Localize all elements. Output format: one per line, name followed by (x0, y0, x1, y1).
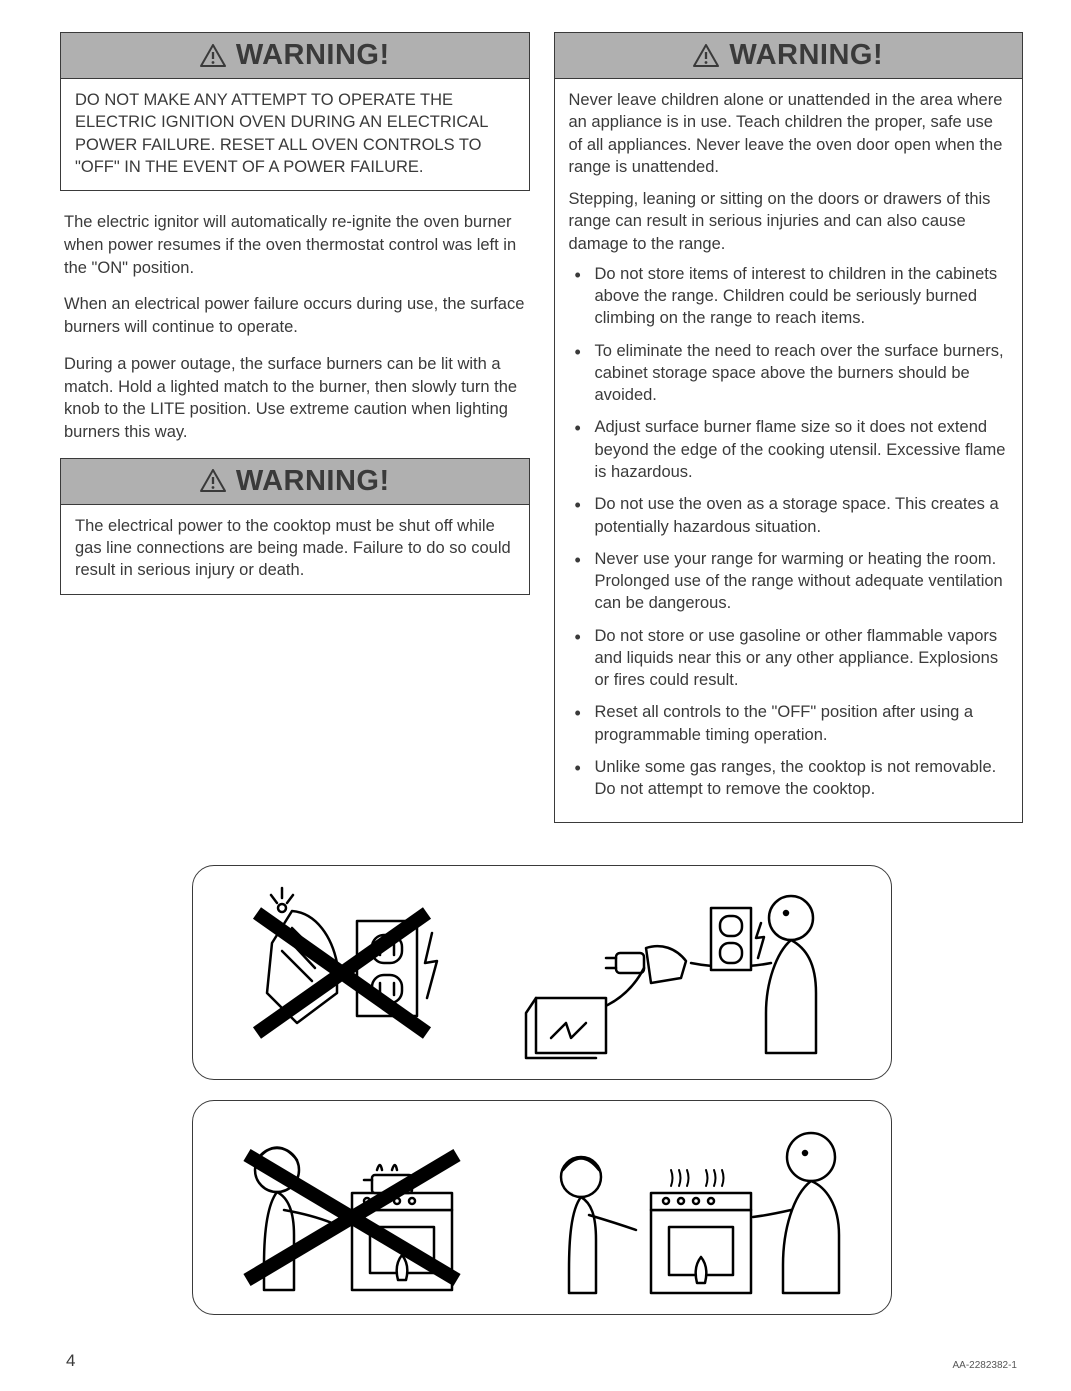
document-code: AA-2282382-1 (953, 1360, 1018, 1371)
supervised-child-icon (521, 1115, 861, 1300)
paragraph-surface-burners: When an electrical power failure occurs … (60, 293, 530, 339)
child-alone-crossed-icon (222, 1115, 502, 1300)
illustration-frame (192, 865, 892, 1080)
illustration-row-1 (60, 865, 1023, 1080)
bullet-item: Do not store or use gasoline or other fl… (569, 625, 1009, 692)
warning-title: WARNING! (729, 39, 883, 72)
bullet-item: To eliminate the need to reach over the … (569, 340, 1009, 407)
bullet-item: Do not store items of interest to childr… (569, 263, 1009, 330)
illustration-row-2 (60, 1100, 1023, 1315)
paragraph-reignite: The electric ignitor will automatically … (60, 211, 530, 279)
illustration-frame (192, 1100, 892, 1315)
warning-body-text: DO NOT MAKE ANY ATTEMPT TO OPERATE THE E… (61, 79, 529, 190)
bullet-item: Do not use the oven as a storage space. … (569, 493, 1009, 538)
page: WARNING! DO NOT MAKE ANY ATTEMPT TO OPER… (0, 0, 1071, 1391)
bullet-item: Reset all controls to the "OFF" position… (569, 701, 1009, 746)
paragraph-match-light: During a power outage, the surface burne… (60, 353, 530, 444)
warning-box-power-failure: WARNING! DO NOT MAKE ANY ATTEMPT TO OPER… (60, 32, 530, 191)
warning-title: WARNING! (236, 39, 390, 72)
do-not-touch-outlet-icon (237, 883, 467, 1063)
warning-box-children: WARNING! Never leave children alone or u… (554, 32, 1024, 823)
warning-intro-1: Never leave children alone or unattended… (569, 89, 1009, 178)
warning-header: WARNING! (61, 33, 529, 79)
warning-triangle-icon (200, 44, 226, 68)
warning-triangle-icon (200, 469, 226, 493)
warning-body: Never leave children alone or unattended… (555, 79, 1023, 822)
right-column: WARNING! Never leave children alone or u… (554, 32, 1024, 843)
warning-title: WARNING! (236, 465, 390, 498)
page-footer: 4 AA-2282382-1 (60, 1351, 1023, 1371)
warning-triangle-icon (693, 44, 719, 68)
bullet-item: Never use your range for warming or heat… (569, 548, 1009, 615)
unplug-before-service-icon (516, 883, 846, 1063)
bullet-item: Adjust surface burner flame size so it d… (569, 416, 1009, 483)
warning-header: WARNING! (555, 33, 1023, 79)
warning-box-gas-line: WARNING! The electrical power to the coo… (60, 458, 530, 595)
bullet-item: Unlike some gas ranges, the cooktop is n… (569, 756, 1009, 801)
warning-body-text: The electrical power to the cooktop must… (61, 505, 529, 594)
left-column: WARNING! DO NOT MAKE ANY ATTEMPT TO OPER… (60, 32, 530, 843)
two-column-layout: WARNING! DO NOT MAKE ANY ATTEMPT TO OPER… (60, 32, 1023, 843)
warning-header: WARNING! (61, 459, 529, 505)
warning-bullet-list: Do not store items of interest to childr… (569, 263, 1009, 801)
warning-intro-2: Stepping, leaning or sitting on the door… (569, 188, 1009, 255)
page-number: 4 (66, 1351, 75, 1371)
